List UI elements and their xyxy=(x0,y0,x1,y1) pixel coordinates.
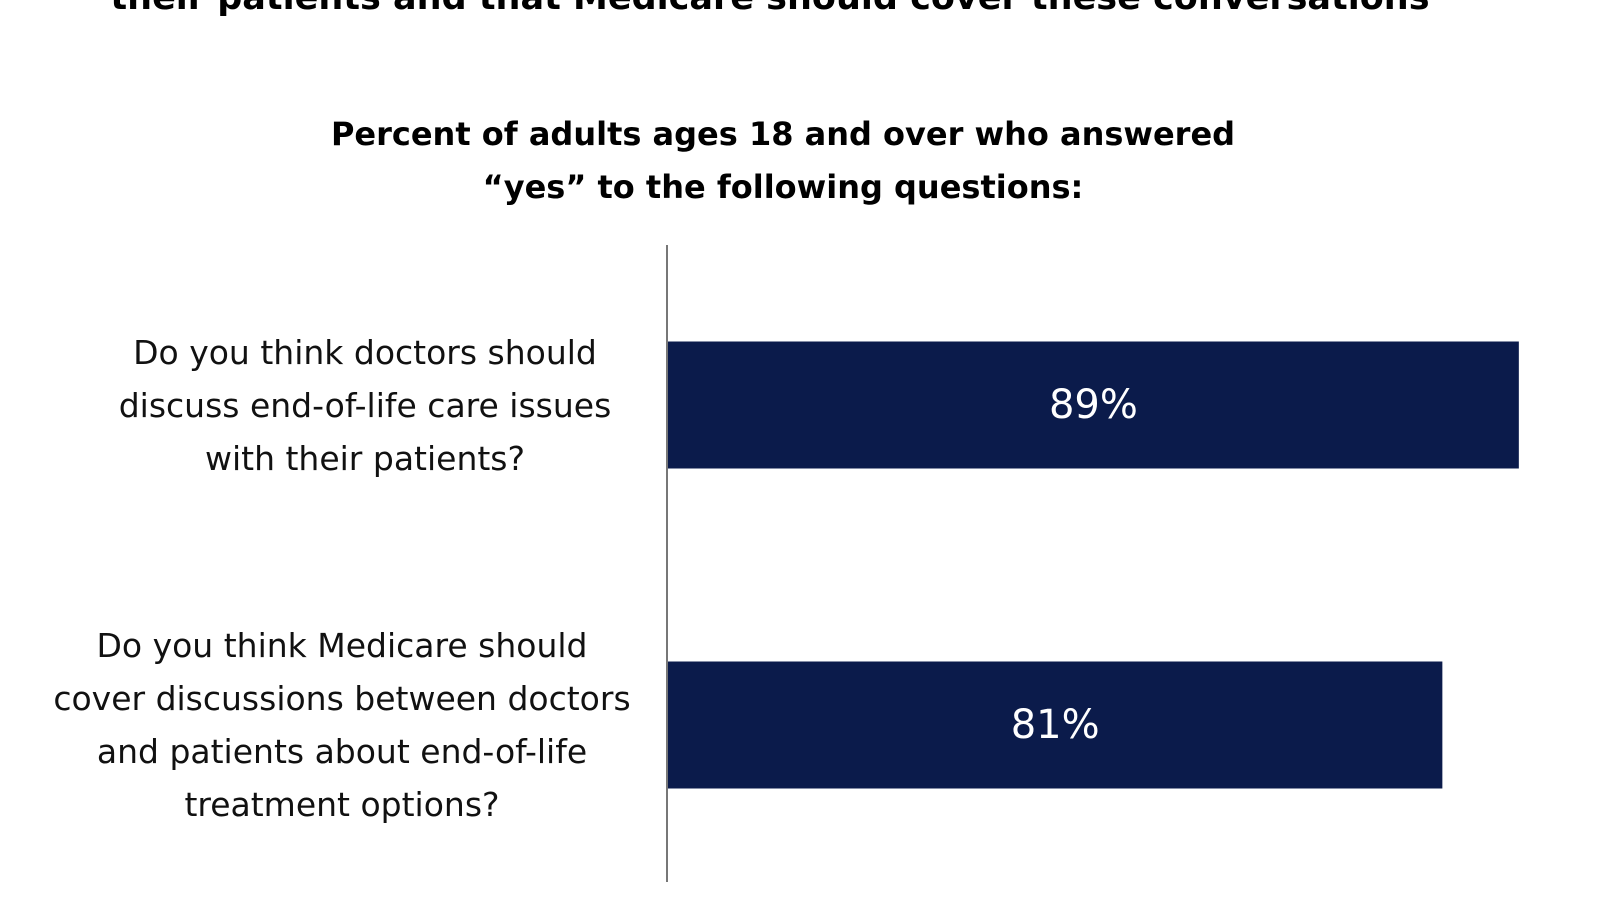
bar xyxy=(668,661,1443,789)
bar xyxy=(668,341,1519,469)
chart-subtitle: Percent of adults ages 18 and over who a… xyxy=(330,115,1236,206)
category-label: Do you think Medicare should cover discu… xyxy=(53,626,631,824)
category-label: Do you think doctors should discuss end-… xyxy=(118,332,612,478)
value-label: 81% xyxy=(1010,702,1100,748)
chart-title: their patients and that Medicare should … xyxy=(0,0,1540,18)
value-label: 89% xyxy=(1048,382,1138,428)
